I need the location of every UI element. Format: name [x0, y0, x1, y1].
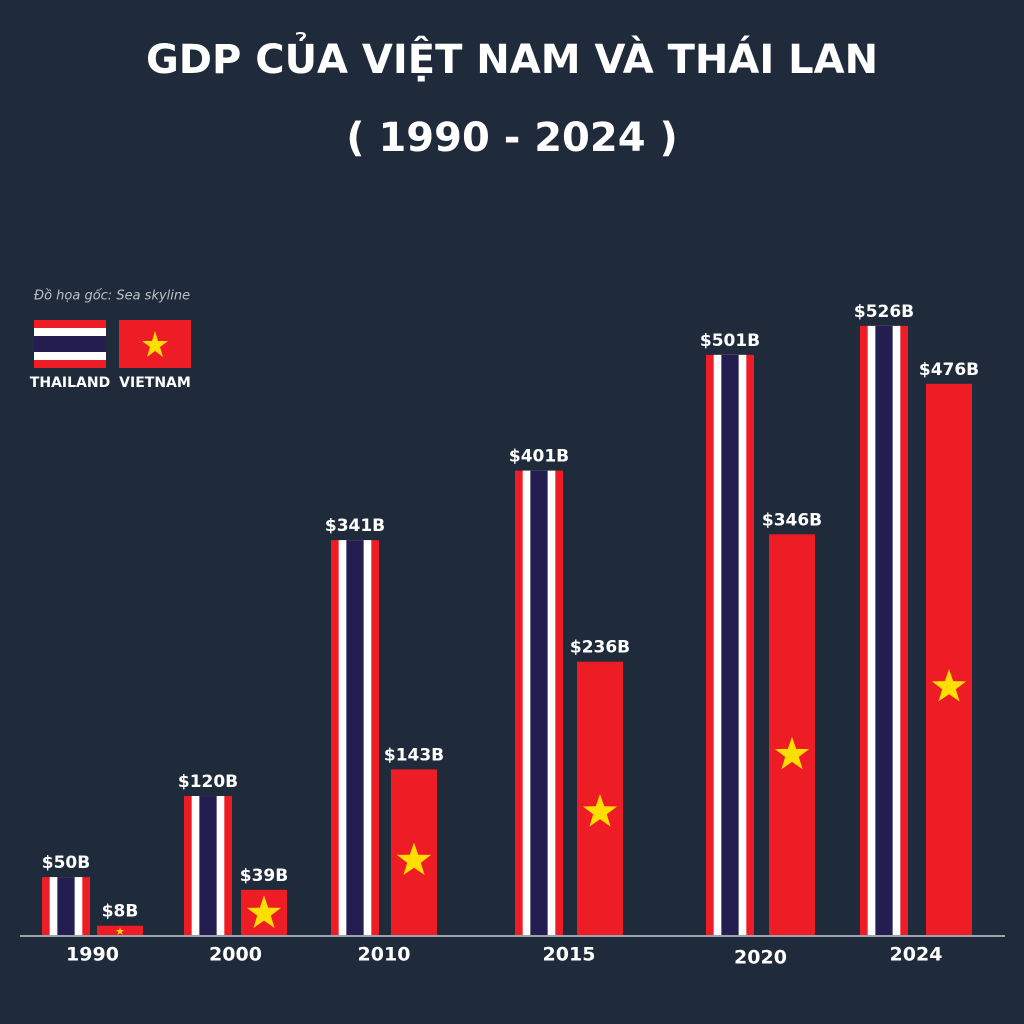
bar-star — [116, 927, 124, 935]
value-label: $501B — [700, 331, 760, 351]
bar-star — [246, 895, 282, 928]
x-tick-label: 2010 — [358, 944, 411, 966]
bar-stripe — [721, 354, 739, 935]
bar — [926, 383, 972, 935]
bar-star — [931, 669, 967, 702]
value-label: $8B — [102, 902, 139, 922]
legend-label: THAILAND — [30, 375, 110, 391]
value-label: $476B — [919, 360, 979, 380]
bar-stripe — [530, 470, 548, 935]
legend-thailand-flag — [34, 320, 106, 368]
value-label: $50B — [42, 853, 90, 873]
bar — [769, 534, 815, 935]
x-tick-label: 2020 — [734, 947, 787, 969]
legend-vietnam-flag — [119, 320, 191, 368]
bar-stripe — [199, 796, 217, 935]
x-tick-label: 2024 — [890, 944, 943, 966]
x-tick-label: 1990 — [66, 944, 119, 966]
bar-star — [582, 794, 618, 827]
value-label: $401B — [509, 447, 569, 467]
legend-label: VIETNAM — [119, 375, 191, 391]
chart-title: GDP CỦA VIỆT NAM VÀ THÁI LAN — [146, 30, 878, 83]
source: Đồ họa gốc: Sea skyline — [34, 289, 190, 304]
bar-stripe — [57, 877, 75, 935]
bar-star — [774, 736, 810, 770]
value-label: $39B — [240, 866, 288, 886]
bar-stripe — [875, 325, 893, 936]
x-tick-label: 2015 — [543, 944, 596, 966]
value-label: $341B — [325, 516, 385, 536]
flag-stripe — [34, 336, 106, 352]
x-tick-label: 2000 — [209, 944, 262, 966]
chart-subtitle: ( 1990 - 2024 ) — [346, 115, 678, 161]
value-label: $143B — [384, 745, 444, 765]
value-label: $120B — [178, 772, 238, 792]
value-label: $346B — [762, 510, 822, 530]
value-label: $236B — [570, 638, 630, 658]
value-label: $526B — [854, 302, 914, 322]
bar-star — [396, 842, 432, 875]
flag-star — [142, 331, 168, 357]
bar-stripe — [346, 540, 364, 935]
